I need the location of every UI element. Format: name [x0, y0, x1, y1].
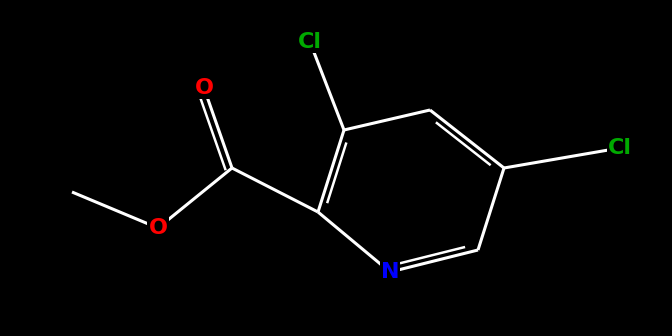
Text: Cl: Cl [298, 32, 322, 52]
Text: O: O [149, 218, 167, 238]
Text: Cl: Cl [608, 138, 632, 158]
Text: O: O [194, 78, 214, 98]
Text: N: N [381, 262, 399, 282]
